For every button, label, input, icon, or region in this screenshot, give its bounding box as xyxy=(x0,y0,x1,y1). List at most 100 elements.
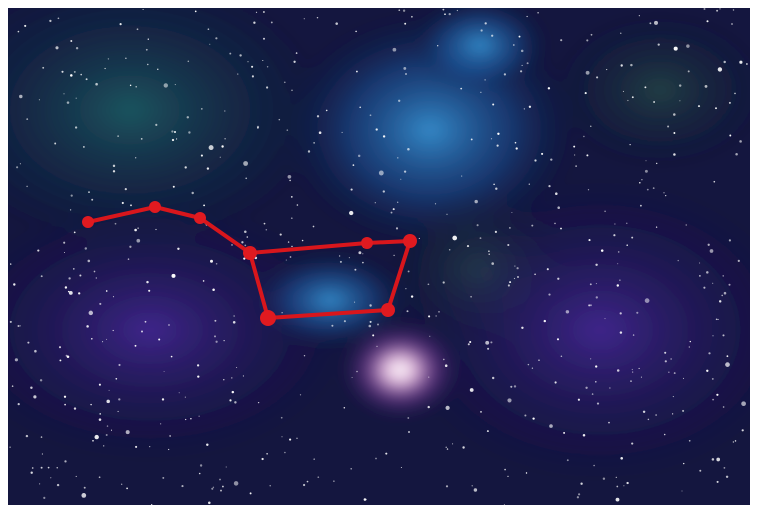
star xyxy=(210,260,213,263)
star xyxy=(351,189,353,191)
star xyxy=(401,467,402,468)
star xyxy=(80,74,82,76)
star xyxy=(645,298,650,303)
star xyxy=(493,184,494,185)
star xyxy=(26,186,28,188)
star xyxy=(620,33,621,34)
star xyxy=(32,467,34,469)
star xyxy=(164,371,165,372)
star xyxy=(712,399,714,401)
star xyxy=(59,346,61,348)
star xyxy=(307,481,309,483)
star xyxy=(718,67,722,71)
star xyxy=(461,176,462,177)
star xyxy=(293,61,295,63)
star xyxy=(397,157,398,158)
star xyxy=(527,62,529,64)
star xyxy=(237,74,238,75)
star xyxy=(470,388,474,392)
star xyxy=(99,418,102,421)
star xyxy=(716,394,718,396)
star xyxy=(375,458,377,460)
star xyxy=(671,358,672,359)
star xyxy=(83,146,85,148)
star xyxy=(721,295,723,297)
star xyxy=(689,440,691,442)
star xyxy=(303,484,305,486)
star xyxy=(197,364,199,366)
star xyxy=(220,157,221,158)
constellation-star xyxy=(403,234,417,248)
star xyxy=(619,279,621,281)
star xyxy=(49,20,51,22)
star xyxy=(549,424,553,428)
star xyxy=(541,153,543,155)
star xyxy=(221,145,223,147)
star xyxy=(575,165,577,167)
star xyxy=(349,257,350,258)
star xyxy=(504,504,505,505)
star xyxy=(672,413,673,414)
star xyxy=(391,212,393,214)
star xyxy=(673,113,676,116)
star xyxy=(574,154,575,155)
star xyxy=(376,128,378,130)
star xyxy=(113,170,115,172)
star xyxy=(443,359,445,361)
star xyxy=(436,315,437,316)
star xyxy=(291,90,293,92)
star xyxy=(682,410,684,412)
star xyxy=(359,106,361,108)
star xyxy=(509,227,511,229)
star xyxy=(667,125,669,127)
star xyxy=(263,38,265,40)
star xyxy=(55,46,58,49)
star xyxy=(135,86,137,88)
star xyxy=(369,325,372,328)
star xyxy=(197,375,199,377)
star xyxy=(729,102,731,104)
star xyxy=(281,417,283,419)
star xyxy=(358,251,361,254)
star xyxy=(76,98,77,99)
star xyxy=(239,54,241,56)
star xyxy=(566,310,569,313)
star xyxy=(188,131,190,133)
star xyxy=(263,11,265,13)
star xyxy=(555,381,557,383)
star xyxy=(673,153,676,156)
star xyxy=(88,191,90,193)
star xyxy=(447,448,448,449)
star xyxy=(444,13,446,15)
star xyxy=(54,143,56,145)
star xyxy=(143,9,144,10)
star xyxy=(86,325,89,328)
star xyxy=(177,248,179,250)
star xyxy=(469,341,471,343)
star xyxy=(59,359,61,361)
star xyxy=(206,444,208,446)
star xyxy=(248,61,249,62)
star xyxy=(70,74,73,77)
star xyxy=(517,276,519,278)
star xyxy=(208,502,211,505)
star xyxy=(484,79,485,80)
star xyxy=(641,179,642,180)
star xyxy=(236,367,237,368)
star xyxy=(20,163,21,164)
star xyxy=(90,404,91,405)
star xyxy=(656,226,657,227)
star xyxy=(304,18,305,19)
star xyxy=(593,465,595,467)
star xyxy=(233,321,236,324)
star xyxy=(538,360,539,361)
star xyxy=(151,504,152,505)
star xyxy=(474,488,477,491)
star xyxy=(244,245,246,247)
star xyxy=(722,334,724,336)
star xyxy=(264,223,266,225)
star xyxy=(548,185,550,187)
star xyxy=(234,481,239,486)
star xyxy=(726,476,728,478)
star xyxy=(99,476,101,478)
